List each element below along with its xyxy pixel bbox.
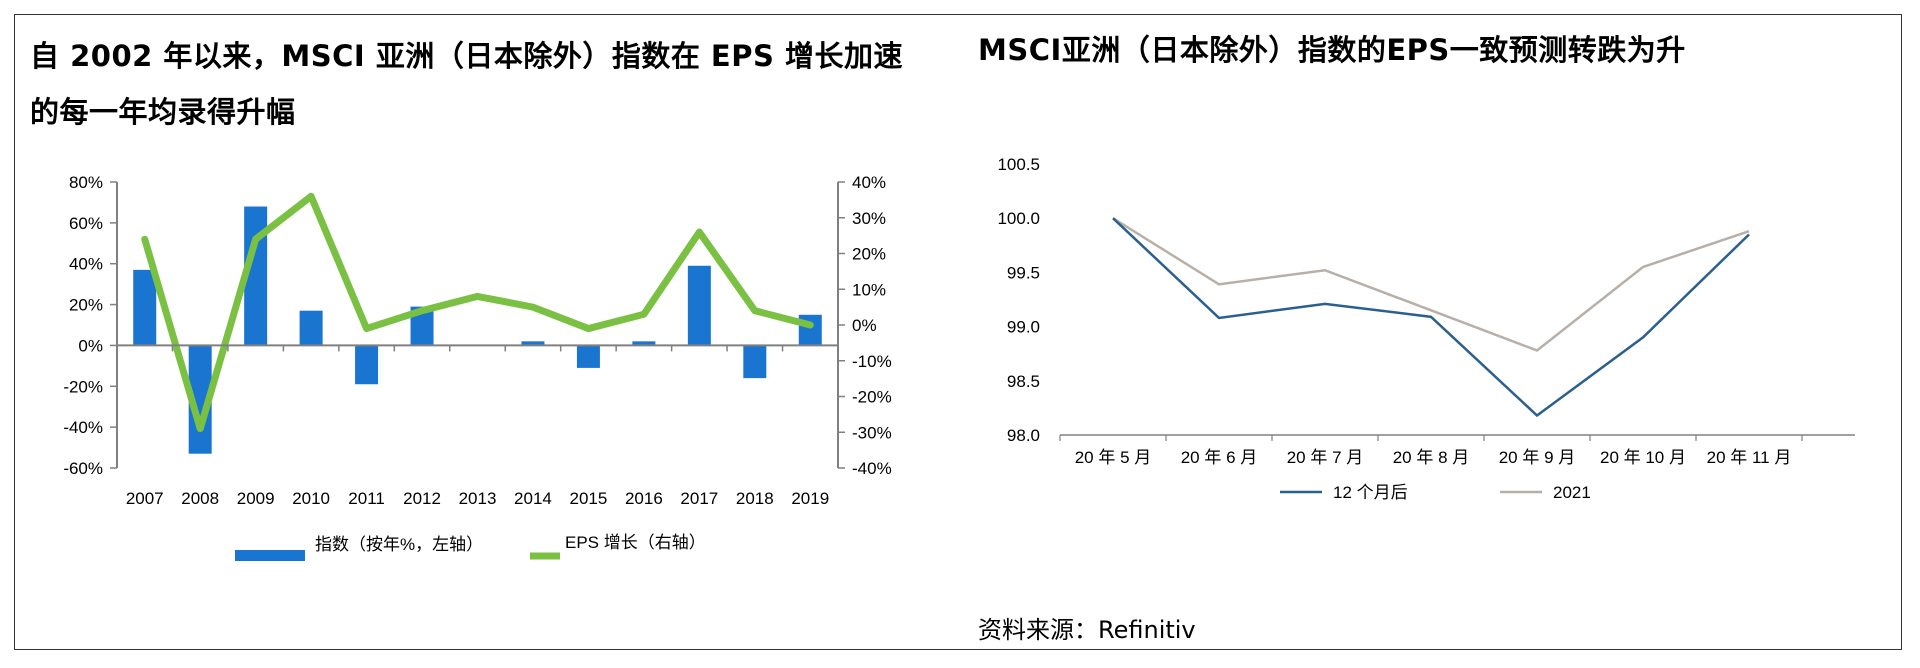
x-category-label: 20 年 11 月 — [1707, 448, 1792, 467]
x-category-label: 20 年 8 月 — [1393, 448, 1470, 467]
x-category-label: 2014 — [514, 489, 552, 508]
y-tick-label: 100.5 — [997, 155, 1040, 174]
source-note: 资料来源：Refinitiv — [978, 616, 1196, 644]
index-bar — [687, 265, 711, 346]
legend-label-index: 指数（按年%，左轴） — [315, 535, 483, 554]
legend-label-12m: 12 个月后 — [1333, 483, 1408, 502]
y-tick-label: 99.0 — [1007, 318, 1040, 337]
left-tick-label: -60% — [63, 459, 103, 478]
left-tick-label: 40% — [69, 255, 103, 274]
left-tick-label: 0% — [78, 336, 103, 355]
right-tick-label: 30% — [852, 209, 886, 228]
y-tick-label: 99.5 — [1007, 263, 1040, 282]
x-category-label: 2013 — [459, 489, 497, 508]
index-bar — [410, 306, 434, 346]
y-tick-label: 98.5 — [1007, 372, 1040, 391]
right-tick-label: 20% — [852, 245, 886, 264]
y-tick-label: 100.0 — [997, 209, 1040, 228]
right-tick-label: -20% — [852, 388, 892, 407]
index-bar — [355, 345, 379, 385]
left-tick-label: -40% — [63, 418, 103, 437]
left-chart-title: 自 2002 年以来，MSCI 亚洲（日本除外）指数在 EPS 增长加速的每一年… — [30, 39, 903, 129]
left-tick-label: 20% — [69, 296, 103, 315]
x-category-label: 2007 — [126, 489, 164, 508]
x-category-label: 2008 — [181, 489, 219, 508]
index-bar — [133, 269, 157, 346]
x-category-label: 2018 — [736, 489, 774, 508]
x-category-label: 2015 — [570, 489, 608, 508]
left-tick-label: 60% — [69, 214, 103, 233]
right-chart-title: MSCI亚洲（日本除外）指数的EPS一致预测转跌为升 — [978, 33, 1686, 67]
x-category-label: 2011 — [348, 489, 385, 508]
index-vs-eps-chart: 80% 60% 40% 20% 0% -20% -40% -60% 40% 30% 20% 10% 0%… — [63, 173, 892, 561]
right-tick-label: -30% — [852, 423, 892, 442]
index-bar — [188, 345, 212, 454]
index-bar — [576, 345, 600, 368]
eps-growth-line — [141, 192, 814, 433]
right-tick-label: -40% — [852, 459, 892, 478]
x-category-label: 20 年 6 月 — [1181, 448, 1258, 467]
index-bar — [299, 310, 323, 346]
left-tick-label: 80% — [69, 173, 103, 192]
x-category-label: 2009 — [237, 489, 275, 508]
right-tick-label: 40% — [852, 173, 886, 192]
x-category-label: 2010 — [292, 489, 330, 508]
x-category-label: 20 年 5 月 — [1075, 448, 1152, 467]
x-category-label: 2012 — [403, 489, 441, 508]
x-category-label: 2017 — [680, 489, 718, 508]
figure-frame — [14, 14, 1902, 650]
x-category-label: 2016 — [625, 489, 663, 508]
series-2021-line — [1112, 217, 1750, 352]
legend-label-eps: EPS 增长（右轴） — [565, 533, 706, 552]
x-category-label: 20 年 9 月 — [1499, 448, 1576, 467]
x-category-label: 20 年 7 月 — [1287, 448, 1364, 467]
right-tick-label: -10% — [852, 352, 892, 371]
x-category-label: 2019 — [791, 489, 829, 508]
legend-swatch-index — [235, 550, 305, 561]
right-tick-label: 10% — [852, 280, 886, 299]
index-bar — [521, 341, 545, 346]
right-tick-label: 0% — [852, 316, 877, 335]
index-bar — [632, 341, 656, 346]
left-tick-label: -20% — [63, 377, 103, 396]
legend-label-2021: 2021 — [1553, 483, 1591, 502]
index-bar — [244, 206, 268, 346]
x-category-label: 20 年 10 月 — [1600, 448, 1686, 467]
series-12m-line — [1112, 217, 1750, 418]
y-tick-label: 98.0 — [1007, 426, 1040, 445]
index-bar — [743, 345, 767, 379]
